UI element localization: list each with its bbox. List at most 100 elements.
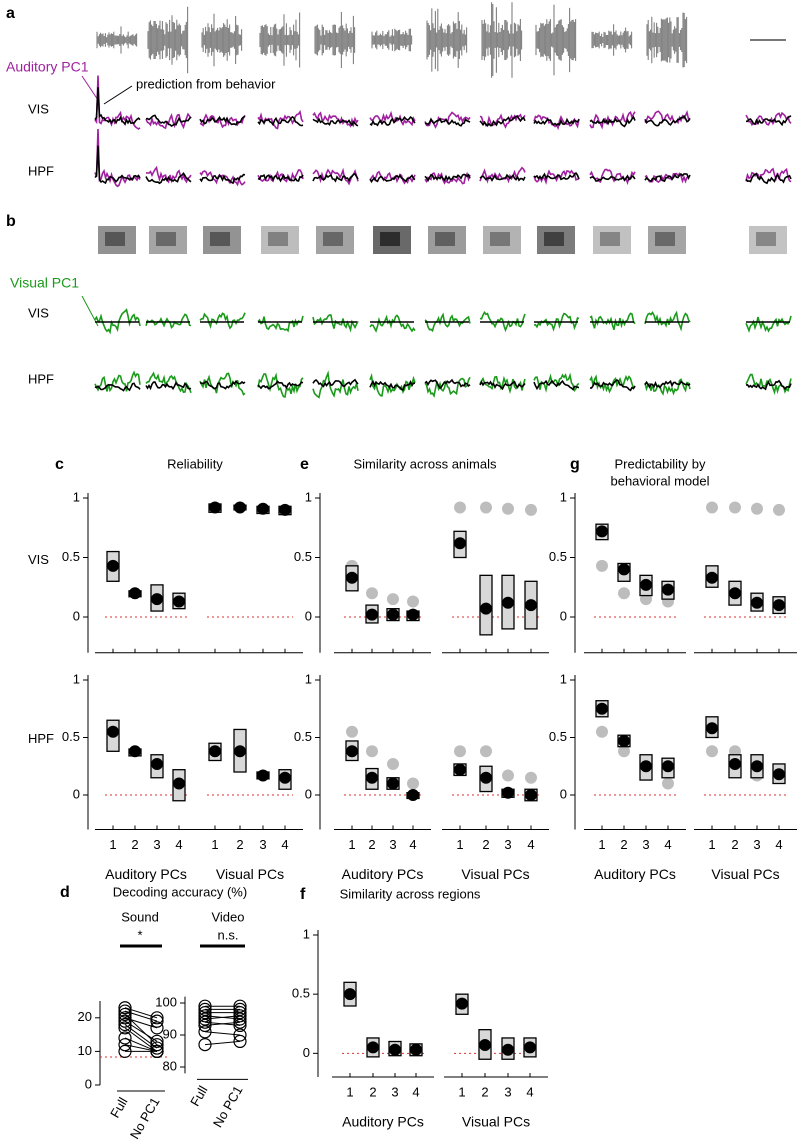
mean-dot xyxy=(751,760,763,773)
waveform xyxy=(591,24,633,56)
ceiling-dot xyxy=(773,503,785,516)
trace xyxy=(644,379,691,389)
waveform xyxy=(646,12,688,68)
trace xyxy=(257,173,304,183)
mean-dot xyxy=(279,503,291,516)
mean-dot xyxy=(480,602,492,615)
trace xyxy=(94,370,141,393)
x-tick-label: 2 xyxy=(481,1084,488,1099)
x-tick-label: 3 xyxy=(389,837,396,852)
x-tick-label: 4 xyxy=(664,837,671,852)
y-tick-label: 0 xyxy=(73,608,80,623)
trace xyxy=(94,145,141,185)
chart-title: Predictability by xyxy=(614,456,706,471)
ceiling-dot xyxy=(525,771,537,784)
pair-point xyxy=(118,1038,132,1052)
trace xyxy=(312,167,359,186)
mean-dot xyxy=(389,1043,401,1056)
mean-dot xyxy=(366,771,378,784)
trace xyxy=(145,371,192,394)
mean-dot xyxy=(596,702,608,715)
trace xyxy=(746,115,792,127)
row-label: HPF xyxy=(28,163,54,178)
y-tick-label: 1 xyxy=(73,489,80,504)
chart-title: Similarity across animals xyxy=(353,456,497,471)
trace xyxy=(369,379,416,391)
y-tick-label: 0 xyxy=(305,608,312,623)
ceiling-dot xyxy=(502,502,514,515)
x-tick-label: 1 xyxy=(458,1084,465,1099)
trace xyxy=(424,378,471,390)
row-label: HPF xyxy=(28,371,54,386)
trace xyxy=(589,174,636,182)
mean-dot xyxy=(618,563,630,576)
stimulus-image xyxy=(544,232,564,246)
panel-label: e xyxy=(300,456,309,473)
mean-dot xyxy=(729,757,741,770)
mean-dot xyxy=(454,763,466,776)
ceiling-dot xyxy=(454,501,466,514)
x-tick-label: 2 xyxy=(368,837,375,852)
waveform xyxy=(96,26,138,54)
mean-dot xyxy=(502,596,514,609)
trace xyxy=(533,379,580,391)
x-tick-label: 2 xyxy=(620,837,627,852)
ceiling-dot xyxy=(596,559,608,572)
mean-dot xyxy=(479,1039,491,1052)
mean-dot xyxy=(173,595,185,608)
trace xyxy=(479,115,526,128)
trace xyxy=(745,379,792,391)
ceiling-dot xyxy=(706,745,718,758)
y-tick-label: 0 xyxy=(560,786,567,801)
stimulus-image xyxy=(655,232,675,246)
y-tick-label: 1 xyxy=(305,489,312,504)
x-tick-label: 3 xyxy=(504,837,511,852)
trace xyxy=(424,171,471,185)
ceiling-dot xyxy=(346,725,358,738)
trace xyxy=(533,117,580,127)
mean-dot xyxy=(279,771,291,784)
panel-label: g xyxy=(570,456,580,473)
ceiling-dot xyxy=(618,587,630,600)
trace xyxy=(199,115,246,126)
ceiling-dot xyxy=(480,501,492,514)
waveform xyxy=(371,28,413,52)
y-tick-label: 0.5 xyxy=(294,729,312,744)
trace xyxy=(424,376,471,399)
x-tick-label: 2 xyxy=(369,1084,376,1099)
row-label: HPF xyxy=(28,731,54,746)
mean-dot xyxy=(729,587,741,600)
group-label: Visual PCs xyxy=(462,1114,530,1130)
waveform xyxy=(201,13,243,67)
pair-point xyxy=(118,1021,132,1035)
x-tick-label: 3 xyxy=(642,837,649,852)
stimulus-image xyxy=(600,232,620,246)
pair-point xyxy=(233,1015,247,1029)
pair-point xyxy=(150,1011,164,1025)
x-tick-label: 2 xyxy=(731,837,738,852)
stimulus-image xyxy=(756,232,776,246)
mean-dot xyxy=(662,583,674,596)
y-tick-label: 0 xyxy=(303,1045,310,1060)
trace xyxy=(257,115,304,127)
trace xyxy=(145,381,192,391)
trace xyxy=(312,370,359,399)
trace xyxy=(145,114,192,127)
trace xyxy=(257,109,304,130)
legend: Auditory PC1 xyxy=(6,59,89,75)
mean-dot xyxy=(387,777,399,790)
significance: n.s. xyxy=(218,927,239,942)
y-tick-label: 0.5 xyxy=(549,729,567,744)
trace xyxy=(589,115,636,128)
pair-point xyxy=(118,1017,132,1032)
mean-dot xyxy=(640,760,652,773)
pair-point xyxy=(118,1004,132,1018)
y-tick-label: 10 xyxy=(78,1043,92,1058)
pair-point xyxy=(198,1025,212,1039)
trace xyxy=(257,315,304,333)
waveform xyxy=(535,4,577,76)
pair-point xyxy=(233,1009,247,1023)
pair-point xyxy=(118,1031,132,1045)
pair-point xyxy=(233,1034,247,1049)
group-label: Auditory PCs xyxy=(342,866,424,882)
